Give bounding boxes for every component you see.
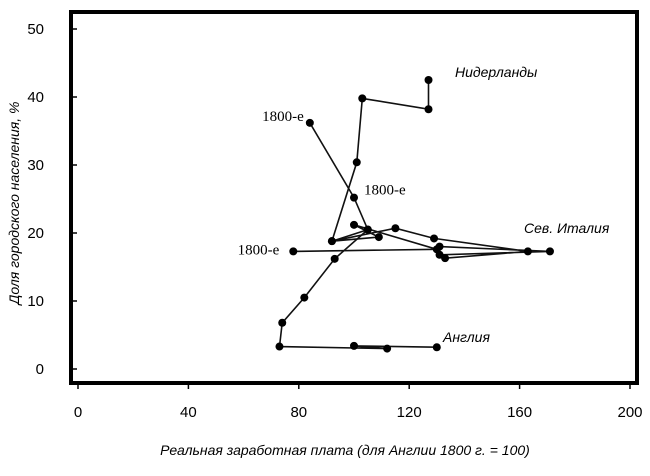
data-point-сев-италия	[350, 220, 358, 229]
data-point-сев-италия	[327, 237, 336, 246]
data-point-англия	[383, 344, 392, 353]
y-tick-label: 0	[36, 361, 44, 378]
data-point-нидерланды	[352, 158, 361, 167]
data-point-англия	[275, 342, 284, 351]
y-tick-label: 20	[27, 225, 44, 242]
data-point-англия	[300, 293, 309, 302]
plot-frame	[69, 10, 639, 385]
y-tick-label: 10	[27, 293, 44, 310]
data-point-сев-италия	[430, 234, 439, 243]
annotation-1800s: 1800-е	[238, 242, 280, 258]
data-point-нидерланды	[424, 105, 433, 114]
y-axis-ticks: 0 10 20 30 40 50	[27, 21, 77, 378]
annotation-1800s: 1800-е	[364, 183, 406, 199]
data-point-нидерланды	[305, 118, 314, 127]
series-labels: Нидерланды Сев. Италия Англия 1800-е 1800-е 1…	[238, 64, 610, 345]
x-tick-label: 80	[290, 404, 307, 421]
x-axis-title: Реальная заработная плата (для Англии 18…	[160, 442, 530, 458]
data-point-сев-италия	[374, 233, 383, 242]
data-point-англия	[350, 341, 358, 350]
series-line-англия	[278, 229, 437, 350]
data-point-англия	[363, 225, 372, 234]
data-point-англия	[330, 254, 339, 263]
data-point-нидерланды	[358, 94, 367, 103]
data-point-сев-италия	[545, 247, 554, 256]
data-point-сев-италия	[432, 245, 441, 254]
series-lines	[278, 80, 551, 350]
data-point-англия	[278, 318, 287, 327]
data-point-сев-италия	[523, 247, 532, 256]
data-point-нидерланды	[424, 76, 433, 84]
data-point-сев-италия	[391, 224, 400, 233]
series-label-сев-италия: Сев. Италия	[524, 220, 610, 236]
x-tick-label: 0	[74, 404, 82, 421]
y-tick-label: 30	[27, 157, 44, 174]
x-tick-label: 40	[180, 404, 197, 421]
data-point-англия	[432, 343, 441, 352]
y-tick-label: 50	[27, 21, 44, 38]
series-label-англия: Англия	[442, 329, 490, 345]
y-tick-label: 40	[27, 89, 44, 106]
x-axis-ticks: 0 40 80 120 160 200	[74, 383, 643, 421]
x-tick-label: 120	[397, 404, 422, 421]
x-tick-label: 160	[507, 404, 532, 421]
data-point-нидерланды	[350, 193, 358, 202]
series-label-нидерланды: Нидерланды	[455, 64, 538, 80]
series-line-нидерланды	[309, 80, 430, 243]
y-axis-title: Доля городского населения, %	[6, 102, 22, 307]
x-tick-label: 200	[617, 404, 642, 421]
series-points	[275, 76, 554, 353]
data-point-сев-италия	[289, 247, 298, 256]
annotation-1800s: 1800-е	[262, 109, 304, 125]
data-point-сев-италия	[441, 254, 450, 263]
